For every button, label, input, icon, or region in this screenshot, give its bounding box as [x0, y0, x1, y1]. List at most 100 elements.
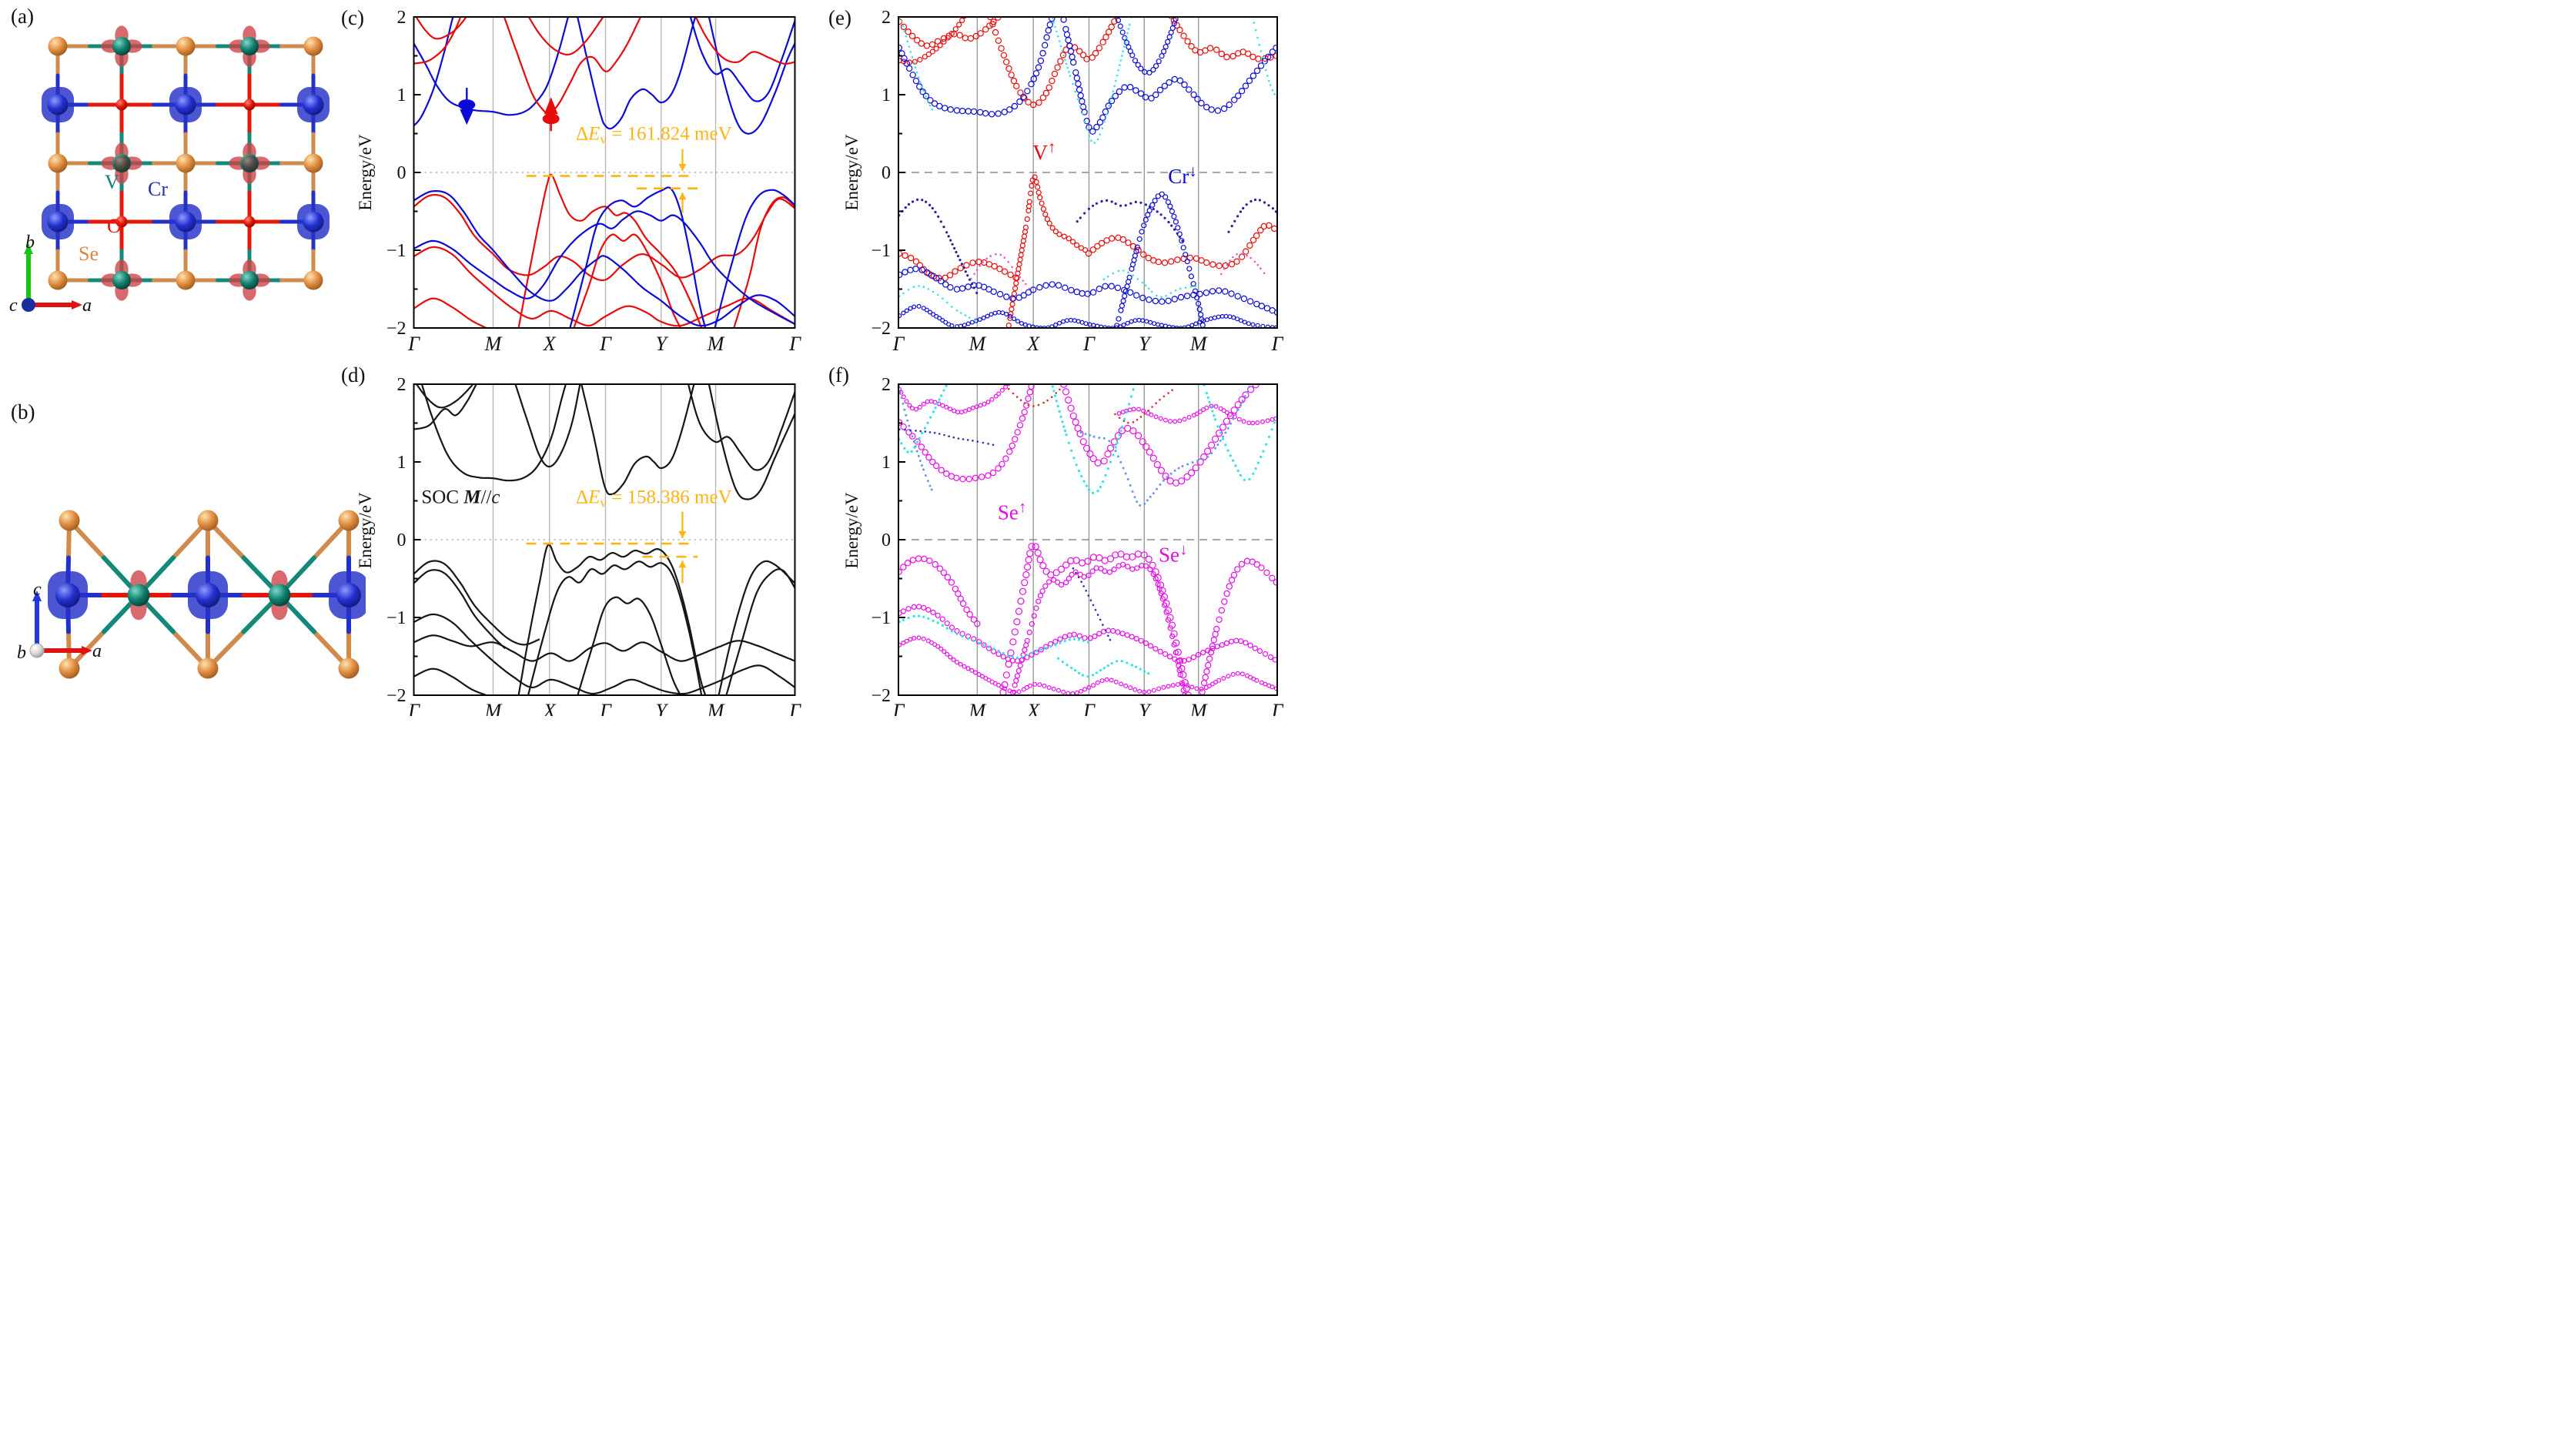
band-dot-marker [1128, 23, 1131, 26]
band-circle-marker [1208, 441, 1216, 449]
band-dot-marker [900, 442, 903, 445]
band-circle-marker [1069, 53, 1076, 61]
band-dot-marker [1126, 410, 1129, 413]
band-dot-marker [922, 615, 925, 618]
band-circle-marker [1153, 91, 1159, 99]
band-circle-marker [1176, 26, 1183, 34]
band-circle-marker [1241, 419, 1246, 424]
band-circle-marker [1253, 232, 1260, 239]
band-circle-marker [1096, 554, 1103, 562]
band-dot-marker [1008, 387, 1010, 390]
band-dot-marker [1130, 664, 1133, 667]
band-circle-marker [1269, 374, 1275, 380]
band-circle-marker [931, 312, 936, 317]
band-circle-marker [966, 611, 973, 618]
band-dot-marker [1232, 256, 1234, 259]
band-dot-marker [906, 419, 909, 422]
band-dot-marker [1117, 269, 1120, 273]
y-tick-label: 2 [397, 8, 406, 28]
band-circle-marker [954, 627, 960, 634]
band-dot-marker [1081, 112, 1084, 115]
band-circle-marker [1020, 238, 1026, 244]
band-dot-marker [1125, 36, 1128, 39]
band-circle-marker [1012, 286, 1019, 292]
band-dot-marker [1173, 228, 1176, 231]
band-circle-marker [1214, 644, 1220, 650]
atom-se [176, 270, 196, 290]
band-dot-marker [1219, 431, 1222, 434]
band-circle-marker [1199, 688, 1206, 694]
band-dot-marker [1072, 567, 1075, 570]
band-dot-marker [956, 255, 960, 258]
band-circle-marker [1152, 198, 1158, 204]
band-circle-marker [1079, 688, 1084, 694]
band-dot-marker [1132, 274, 1134, 277]
band-circle-marker [970, 108, 978, 115]
band-circle-marker [1147, 567, 1153, 573]
band-circle-marker [1099, 678, 1105, 684]
band-dot-marker [1112, 453, 1115, 457]
band-circle-marker [913, 37, 921, 44]
band-dot-marker [928, 203, 932, 206]
band-dot-marker [923, 427, 926, 430]
band-circle-marker [916, 303, 922, 309]
element-label-v: V [105, 171, 119, 193]
band-series-group [414, 18, 795, 327]
band-dot-marker [973, 273, 975, 276]
band-dot-marker [1104, 629, 1107, 632]
band-circle-marker [1205, 317, 1210, 323]
band-circle-marker [1026, 199, 1032, 205]
band-circle-marker [1265, 324, 1270, 327]
band-circle-marker [1228, 260, 1236, 268]
band-circle-marker [1022, 322, 1028, 327]
band-dot-marker [1054, 394, 1057, 397]
band-dot-marker [1162, 479, 1165, 482]
band-dot-marker [995, 253, 997, 256]
axis-label-c: c [33, 580, 42, 600]
band-dot-marker [908, 424, 911, 427]
band-circle-marker [996, 290, 1004, 298]
atom-se [48, 153, 68, 173]
band-dot-marker [945, 231, 948, 234]
band-circle-marker [1216, 263, 1223, 269]
band-dot-marker [1276, 97, 1278, 99]
y-tick-label: 0 [397, 163, 406, 183]
band-circle-marker [941, 105, 948, 112]
band-circle-marker [909, 406, 915, 411]
band-dot-marker [1129, 202, 1132, 205]
band-circle-marker [1099, 114, 1106, 121]
band-circle-marker [1009, 379, 1013, 383]
band-circle-marker [1221, 598, 1228, 605]
band-circle-marker [1015, 266, 1022, 272]
band-dot-marker [1263, 201, 1266, 204]
band-circle-marker [986, 22, 993, 29]
band-circle-marker [1076, 319, 1081, 324]
band-dot-marker [1169, 472, 1173, 475]
band-dot-marker [1106, 276, 1109, 278]
band-dot-marker [1054, 25, 1056, 28]
band-circle-marker [925, 607, 932, 613]
band-dot-marker [1250, 10, 1253, 12]
k-point-label: M [484, 700, 503, 716]
band-dot-marker [1092, 204, 1095, 207]
band-dot-marker [1118, 417, 1121, 420]
band-circle-marker [956, 22, 962, 28]
band-circle-marker [919, 88, 926, 95]
band-dot-marker [1184, 286, 1187, 289]
band-line [414, 194, 795, 282]
band-dot-marker [945, 627, 948, 630]
k-point-label: M [707, 700, 725, 716]
band-circle-marker [935, 644, 941, 649]
band-circle-marker [1246, 420, 1252, 426]
band-circle-marker [977, 317, 982, 323]
band-dot-marker [1236, 408, 1239, 411]
atom-v [240, 271, 259, 289]
band-dot-marker [1113, 85, 1116, 88]
band-circle-marker [1198, 409, 1203, 414]
band-dot-marker [979, 265, 982, 267]
valence-splitting-value: ΔEv = 158.386 meV [576, 487, 732, 510]
band-circle-marker [1223, 640, 1229, 646]
band-circle-marker [1131, 407, 1136, 412]
band-circle-marker [1270, 325, 1275, 327]
band-dot-marker [1139, 416, 1142, 418]
